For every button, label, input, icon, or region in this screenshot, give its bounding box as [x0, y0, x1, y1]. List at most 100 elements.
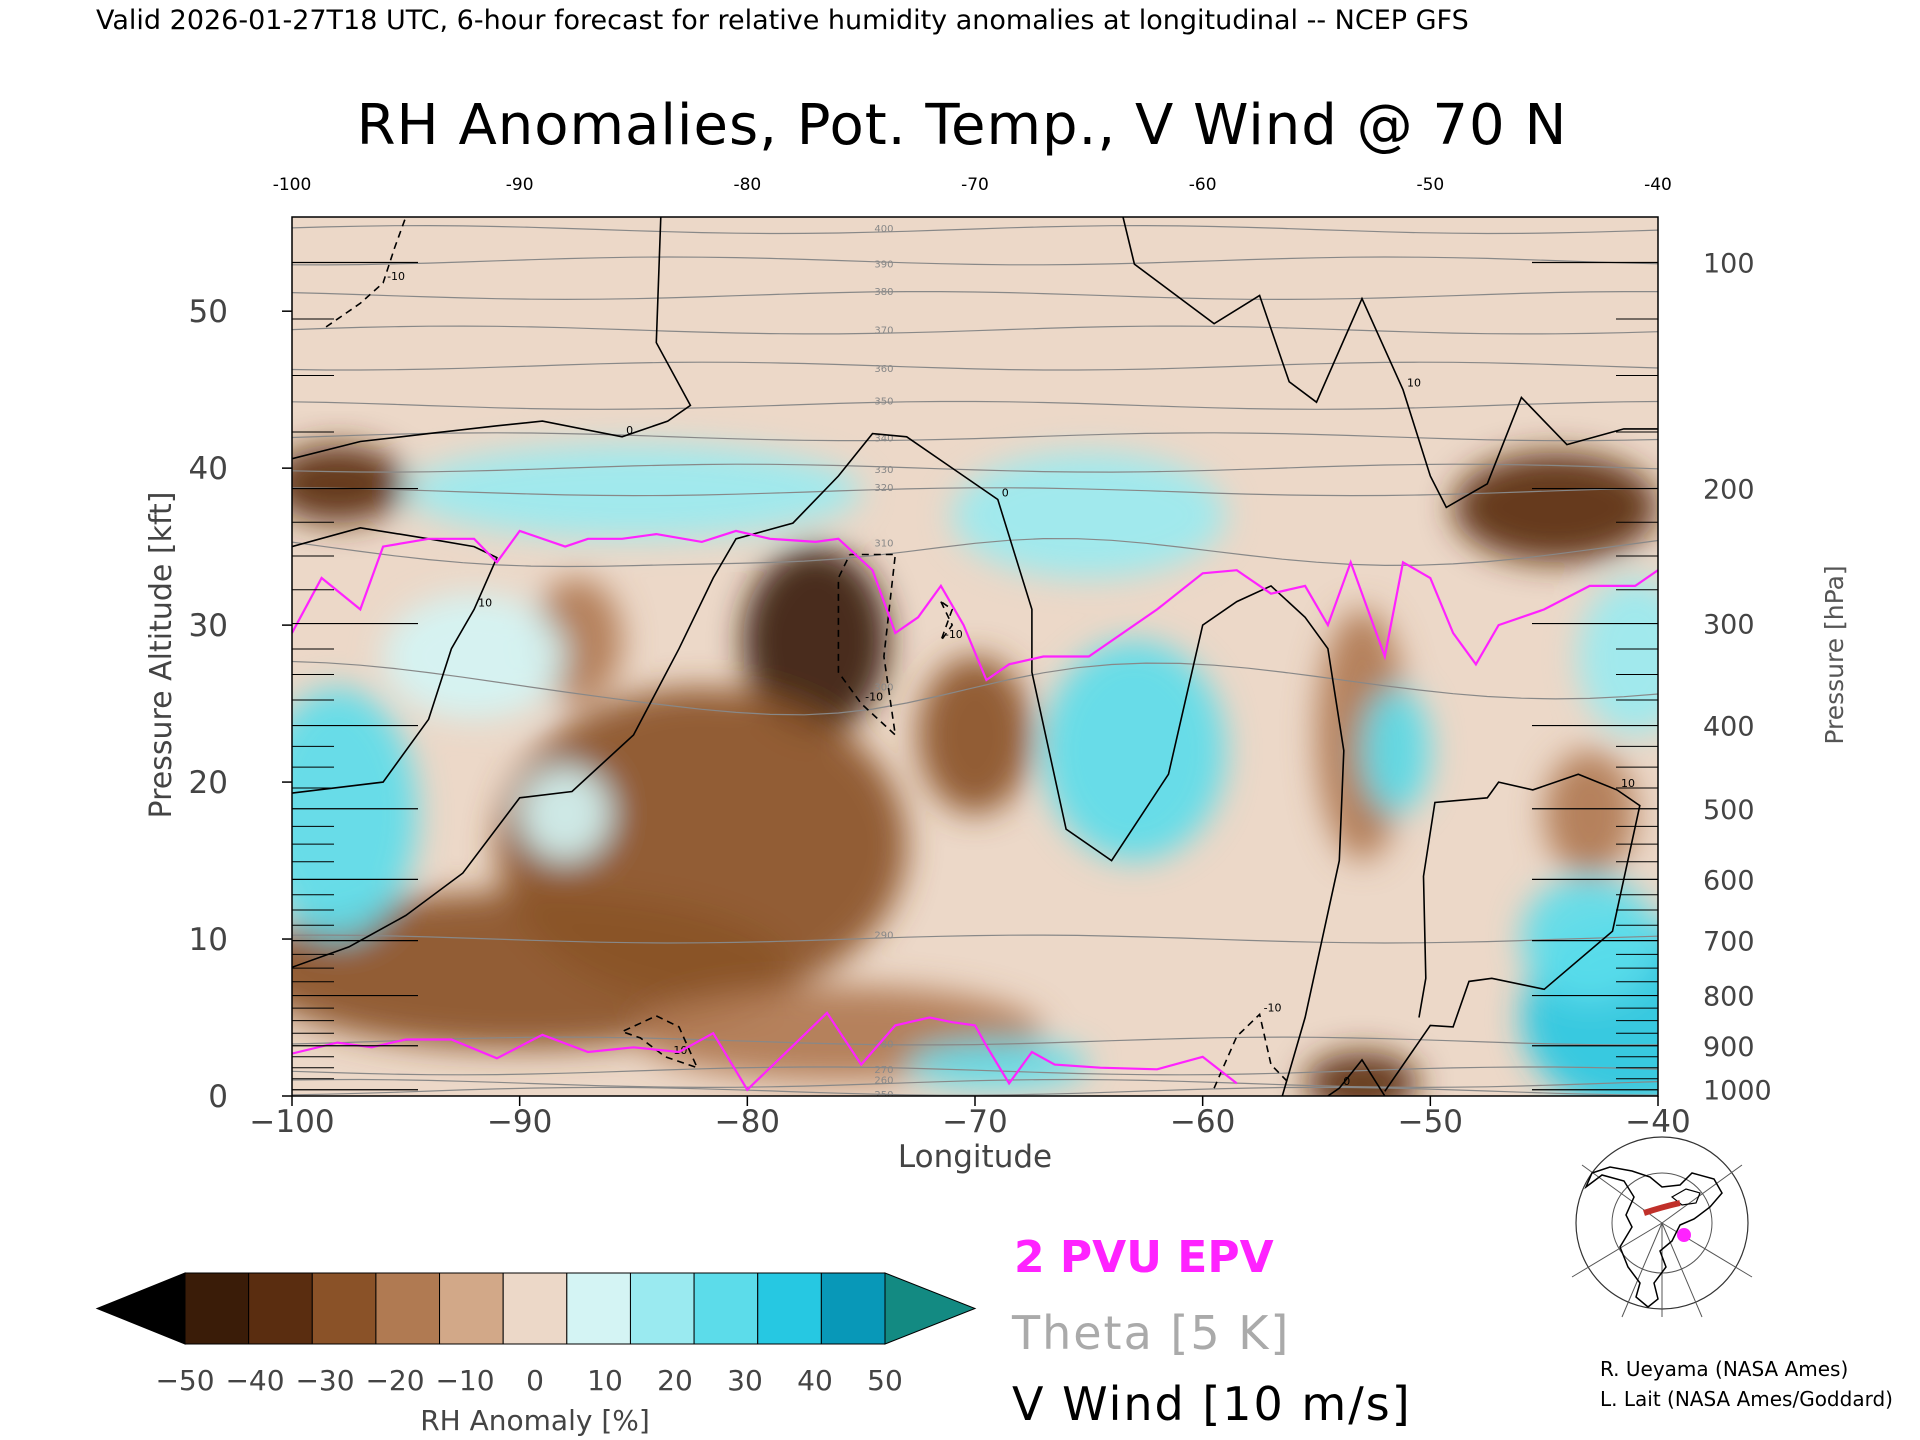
theta-contour-label: 270 — [874, 1065, 893, 1076]
v-wind-neg10-contour — [837, 553, 897, 738]
colorbar-swatch — [439, 1272, 504, 1345]
colorbar-swatch — [757, 1272, 822, 1345]
pressure-tick-label: 200 — [1703, 475, 1755, 506]
rh-anomaly-cell — [1362, 687, 1431, 814]
inset-location-marker — [1677, 1228, 1691, 1242]
colorbar-over-triangle — [884, 1272, 977, 1345]
axes: −100-100−90-90−80-80−70-70−60-60−50-50−4… — [189, 175, 1772, 1140]
theta-contour-label: 260 — [874, 1076, 893, 1087]
valid-time-header: Valid 2026-01-27T18 UTC, 6-hour forecast… — [96, 5, 1469, 36]
pressure-tick-label: 500 — [1703, 795, 1755, 826]
top-tick-label: -40 — [1644, 175, 1672, 195]
pressure-tick-label: 900 — [1703, 1032, 1755, 1063]
rh-anomaly-cell — [1453, 452, 1658, 563]
theta-contour-label: 320 — [874, 483, 893, 494]
credit-line-1: R. Ueyama (NASA Ames) — [1600, 1357, 1848, 1381]
pv-2pvu-contour — [292, 529, 1658, 1092]
colorbar-tick-label: 50 — [867, 1364, 903, 1397]
y-tick-label: 10 — [189, 922, 228, 958]
theta-contour — [292, 934, 1658, 944]
theta-contour — [292, 537, 1658, 568]
theta-contour — [292, 361, 1658, 371]
legend-vwind: V Wind [10 m/s] — [1012, 1377, 1412, 1431]
rh-anomaly-cell — [742, 546, 889, 735]
v-wind-neg10-contour-label: -10 — [945, 628, 963, 641]
top-tick-label: -100 — [273, 175, 312, 195]
theta-contour — [292, 432, 1658, 442]
rh-anomaly-cell — [952, 452, 1226, 579]
theta-contour — [292, 400, 1658, 410]
map-inset — [1571, 1136, 1753, 1318]
y2-axis-title: Pressure [hPa] — [1820, 565, 1849, 744]
x-tick-label: −70 — [942, 1104, 1007, 1140]
v-wind-10-contour — [1384, 773, 1641, 1092]
v-wind-contours: 0 0 0 10 10 10 -10 -10 -10 -10 -10 — [292, 217, 1658, 1096]
theta-contour — [292, 463, 1658, 473]
credit-line-2: L. Lait (NASA Ames/Goddard) — [1600, 1387, 1893, 1411]
theta-contour-label: 340 — [874, 434, 893, 445]
top-tick-label: -50 — [1416, 175, 1444, 195]
rh-anomaly-cell — [918, 656, 1032, 814]
colorbar-swatch — [502, 1272, 568, 1345]
theta-contour-label: 300 — [874, 682, 893, 693]
inset-meridians — [1571, 1164, 1753, 1318]
v-wind-10-contour-label: 10 — [1621, 777, 1635, 790]
theta-contour-label: 310 — [874, 538, 893, 549]
theta-contour-label: 280 — [874, 1040, 893, 1051]
v-wind-10-contour-label: 10 — [1407, 377, 1421, 390]
y-tick-label: 50 — [189, 294, 228, 330]
pressure-tick-label: 300 — [1703, 610, 1755, 641]
rh-anomaly-cell — [292, 687, 418, 939]
theta-contour — [292, 487, 1658, 497]
top-tick-label: -60 — [1189, 175, 1217, 195]
inset-greenland — [1670, 1188, 1701, 1206]
v-wind-neg10-contour — [940, 600, 954, 642]
pv-2pvu-upper-line — [292, 529, 1658, 682]
x-axis-title: Longitude — [898, 1139, 1052, 1175]
theta-contour-label: 360 — [874, 364, 893, 375]
pressure-tick-label: 400 — [1703, 712, 1755, 743]
rh-anomaly-cell — [519, 766, 611, 861]
inset-section-path — [1643, 1200, 1681, 1216]
theta-contour-label: 400 — [874, 224, 893, 235]
colorbar: −50 −40 −30 −20 −10 0 10 20 30 40 50 — [95, 1272, 977, 1397]
v-wind-neg10-contour-label: -10 — [1264, 1001, 1282, 1014]
theta-contour-label: 330 — [874, 465, 893, 476]
pressure-tick-label: 600 — [1703, 865, 1755, 896]
legend-theta: Theta [5 K] — [1011, 1306, 1290, 1360]
theta-contour — [292, 224, 1658, 235]
rh-anomaly-cell — [1043, 640, 1226, 861]
theta-contour — [292, 291, 1658, 301]
pressure-tick-label: 100 — [1703, 249, 1755, 280]
v-wind-neg10-contour — [1213, 1012, 1290, 1089]
pressure-tick-label: 800 — [1703, 982, 1755, 1013]
colorbar-tick-label: −40 — [225, 1364, 284, 1397]
colorbar-swatch — [629, 1272, 695, 1345]
legend: 2 PVU EPV Theta [5 K] V Wind [10 m/s] — [1011, 1232, 1412, 1431]
colorbar-tick-label: −20 — [365, 1364, 424, 1397]
x-tick-label: −40 — [1625, 1104, 1690, 1140]
colorbar-tick-label: 0 — [526, 1364, 544, 1397]
colorbar-tick-label: −30 — [295, 1364, 354, 1397]
pv-2pvu-lower-line — [292, 1011, 1238, 1092]
rh-anomaly-cell — [405, 444, 862, 539]
x-tick-label: −100 — [249, 1104, 334, 1140]
colorbar-tick-label: −50 — [155, 1364, 214, 1397]
colorbar-swatch — [566, 1272, 631, 1345]
rh-anomaly-cell — [1521, 876, 1658, 1002]
x-tick-label: −80 — [715, 1104, 780, 1140]
theta-contour — [292, 1078, 1658, 1089]
top-tick-label: -80 — [733, 175, 761, 195]
theta-contour — [292, 1066, 1658, 1076]
theta-contour-label: 370 — [874, 326, 893, 337]
v-wind-zero-contour-label: 0 — [1343, 1075, 1350, 1088]
inset-coastline — [1584, 1166, 1723, 1308]
v-wind-neg10-contour-label: -10 — [865, 691, 883, 704]
v-wind-zero-contour — [1327, 1058, 1386, 1096]
colorbar-swatch — [184, 1272, 250, 1345]
theta-contour — [292, 1086, 1658, 1096]
colorbar-label: RH Anomaly [%] — [420, 1404, 650, 1437]
theta-contour-label: 380 — [874, 287, 893, 298]
theta-contour-label: 350 — [874, 396, 893, 407]
